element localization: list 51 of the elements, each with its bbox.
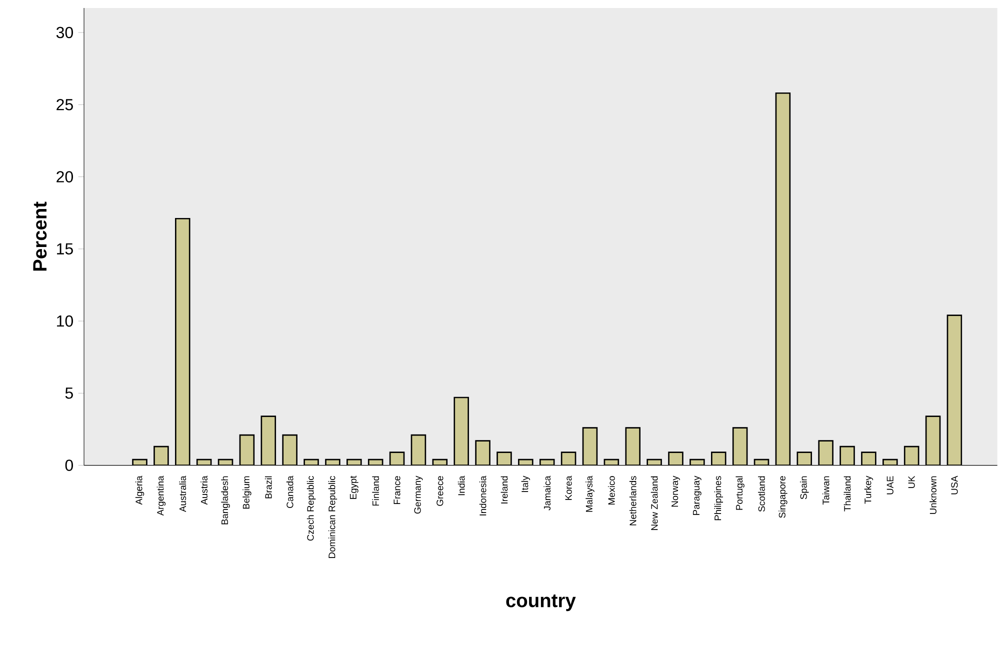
x-axis-title: country	[506, 594, 576, 612]
x-tick-label: Austria	[200, 476, 208, 505]
y-tick-label: 5	[65, 388, 73, 399]
x-tick-label: Scotland	[758, 476, 765, 512]
x-tick-label: Czech Republic	[306, 476, 316, 541]
x-tick-label: Netherlands	[629, 476, 636, 526]
x-tick-label: Mexico	[608, 476, 615, 505]
x-tick-label: Finland	[372, 476, 380, 506]
x-tick-label: Singapore	[778, 476, 788, 518]
x-tick-label: Dominican Republic	[328, 476, 338, 558]
x-tick-label: Jamaica	[544, 476, 551, 510]
x-tick-label: Indonesia	[479, 476, 486, 516]
x-tick-label: UAE	[886, 476, 894, 494]
x-tick-label: Malaysia	[586, 476, 594, 512]
x-tick-label: Philippines	[714, 476, 723, 520]
x-tick-label: New Zealand	[650, 476, 658, 530]
x-tick-label: Belgium	[242, 476, 252, 509]
x-tick-label: Unknown	[930, 476, 936, 514]
x-tick-label: Italy	[521, 476, 530, 492]
x-tick-label: Korea	[565, 476, 572, 500]
bar	[946, 314, 962, 466]
x-tick-label: Algeria	[135, 476, 144, 505]
x-tick-label: Canada	[286, 476, 294, 508]
x-tick-label: Paraguay	[693, 476, 702, 515]
y-tick-label: 25	[56, 98, 73, 110]
bar	[925, 416, 941, 466]
x-tick-label: Ireland	[500, 476, 508, 504]
bar	[582, 427, 598, 466]
y-tick-label: 20	[56, 171, 73, 182]
y-axis-title: Percent	[33, 202, 47, 271]
x-tick-label: Brazil	[264, 476, 272, 498]
x-tick-label: Spain	[800, 476, 809, 500]
x-tick-label: France	[394, 476, 400, 504]
x-tick-label: Taiwan	[822, 476, 830, 505]
x-tick-label: Germany	[414, 476, 423, 514]
x-tick-label: Thailand	[844, 476, 851, 512]
x-tick-label: Bangladesh	[221, 476, 230, 524]
x-tick-label: Norway	[672, 476, 680, 507]
y-tick-label: 30	[56, 26, 73, 38]
x-tick-label: USA	[951, 476, 958, 494]
x-tick-label: Egypt	[350, 476, 358, 499]
x-tick-label: Argentina	[156, 476, 166, 516]
y-tick-label: 0	[65, 460, 73, 471]
x-tick-label: UK	[908, 476, 915, 488]
x-tick-label: Australia	[179, 476, 186, 512]
y-tick-label: 10	[57, 315, 73, 327]
x-tick-label: India	[458, 476, 465, 496]
x-tick-label: Greece	[436, 476, 444, 506]
x-tick-label: Portugal	[736, 476, 744, 510]
y-tick-label: 15	[57, 243, 73, 254]
x-tick-label: Turkey	[864, 476, 874, 504]
